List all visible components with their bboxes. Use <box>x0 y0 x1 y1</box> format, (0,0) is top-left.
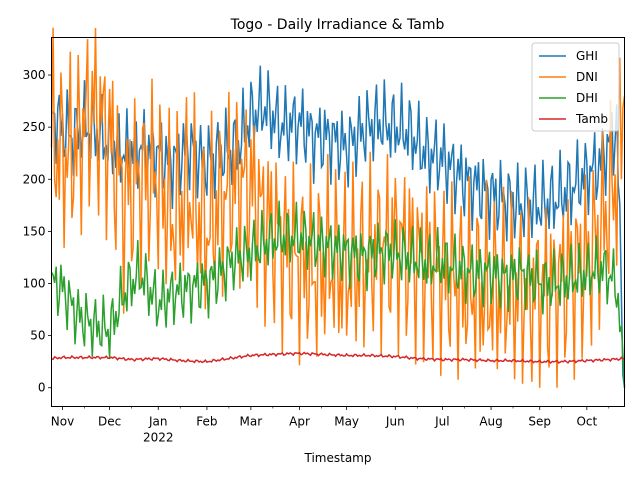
x-tick-label: May <box>334 415 359 429</box>
chart-title: Togo - Daily Irradiance & Tamb <box>230 17 445 33</box>
x-tick-label: Feb <box>196 415 217 429</box>
legend-label-ghi: GHI <box>576 49 598 63</box>
y-tick-label: 200 <box>23 172 46 186</box>
legend-box <box>531 42 620 132</box>
y-axis: 0 50 100 150 200 250 300 <box>23 68 52 395</box>
y-tick-label: 250 <box>23 120 46 134</box>
x-tick-label: Jun <box>385 415 405 429</box>
x-tick-label: Aug <box>479 415 502 429</box>
legend-label-dhi: DHI <box>576 91 598 105</box>
x-axis: Nov Dec Jan 2022 Feb Mar Apr May Jun Jul Aug Sep Oct <box>51 406 610 445</box>
x-tick-label: Apr <box>289 415 310 429</box>
x-tick-label: Mar <box>240 415 263 429</box>
y-tick-label: 0 <box>38 381 46 395</box>
plot-area: 0 50 100 150 200 250 300 Nov Dec Jan 2022 Feb Mar Ap… <box>23 27 626 445</box>
x-axis-label: Timestamp <box>304 451 372 465</box>
x-tick-label: Nov <box>51 415 74 429</box>
plot-frame <box>51 37 625 407</box>
legend-label-tamb: Tamb <box>575 112 608 126</box>
x-tick-sublabel: 2022 <box>143 431 174 445</box>
legend-label-dni: DNI <box>576 70 598 84</box>
series-line-dhi <box>50 200 626 388</box>
x-tick-label: Jan <box>148 415 168 429</box>
y-tick-label: 150 <box>23 224 46 238</box>
x-tick-label: Dec <box>98 415 121 429</box>
series-line-dni <box>50 27 626 388</box>
series-layer <box>50 27 626 388</box>
y-tick-label: 100 <box>23 277 46 291</box>
y-tick-label: 300 <box>23 68 46 82</box>
x-tick-label: Oct <box>576 415 597 429</box>
x-tick-label: Sep <box>528 415 551 429</box>
y-tick-label: 50 <box>30 329 45 343</box>
x-tick-label: Jul <box>434 415 449 429</box>
legend: GHI DNI DHI Tamb <box>531 42 620 132</box>
series-line-tamb <box>51 351 625 365</box>
